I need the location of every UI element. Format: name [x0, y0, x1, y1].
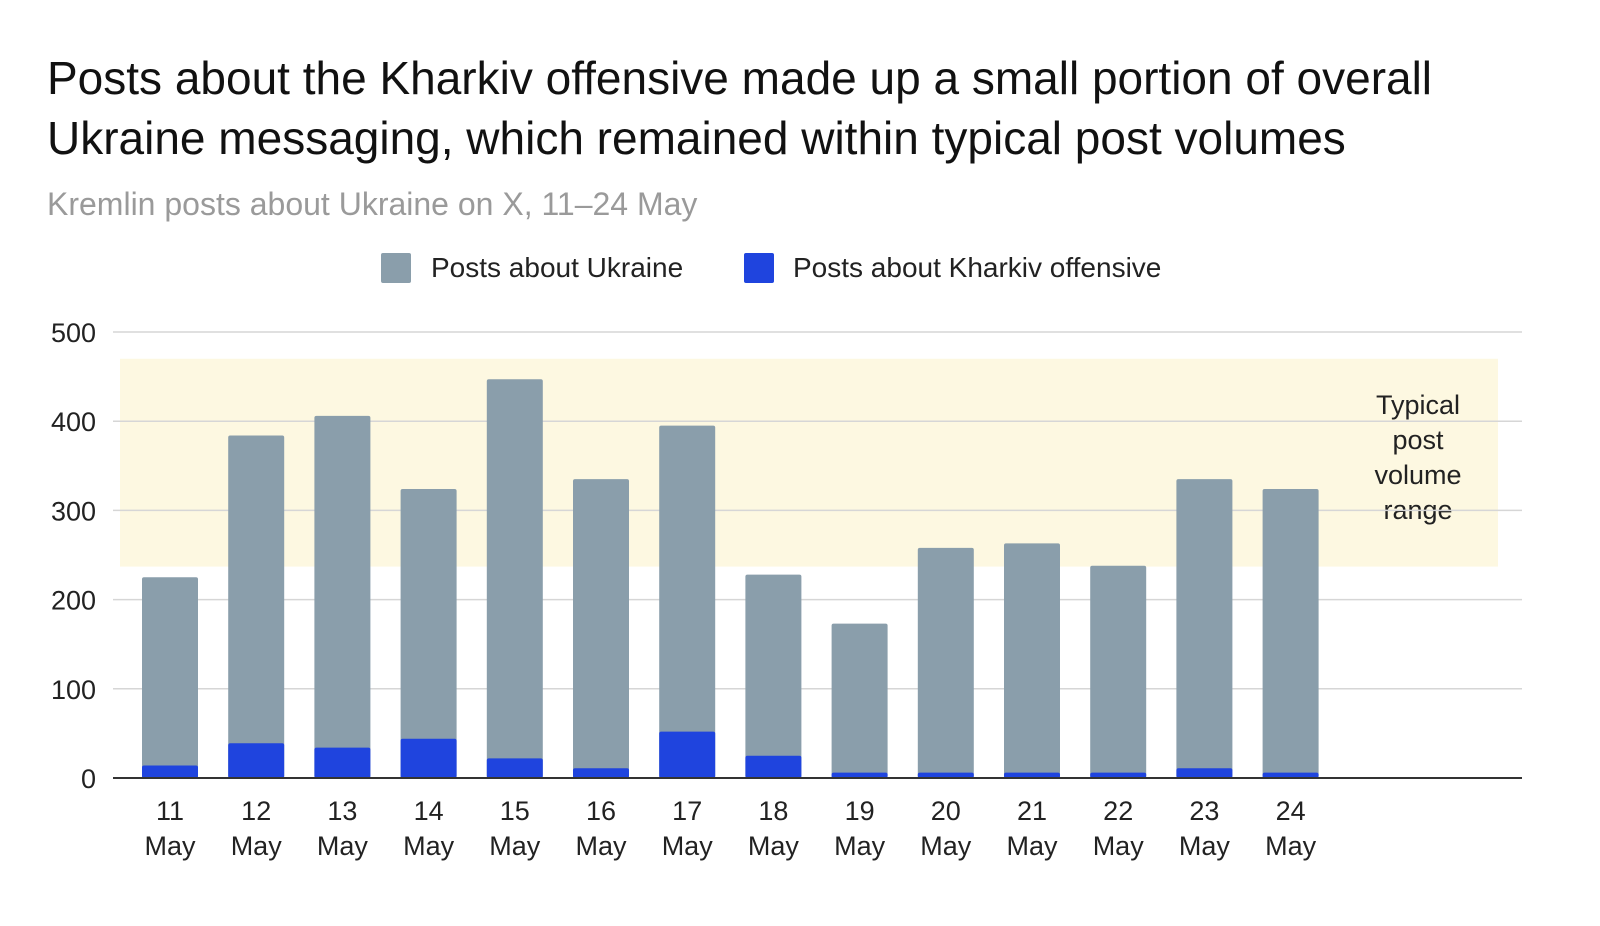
bar-ukraine	[1004, 543, 1060, 778]
x-tick-label: 19 May	[834, 796, 886, 861]
bar-kharkiv	[745, 755, 802, 778]
bar-kharkiv	[1090, 772, 1147, 778]
x-tick-label: 18 May	[748, 796, 800, 861]
bar-kharkiv	[917, 772, 974, 778]
x-tick-label: 15 May	[489, 796, 541, 861]
bar-kharkiv	[142, 765, 198, 778]
legend-swatch	[381, 253, 411, 283]
legend: Posts about Ukraine Posts about Kharkiv o…	[381, 252, 1161, 283]
x-tick-label: 14 May	[403, 796, 455, 861]
x-tick-label: 13 May	[317, 796, 369, 861]
bar-ukraine	[142, 577, 198, 778]
x-tick-label: 12 May	[231, 796, 283, 861]
bar-ukraine	[1176, 479, 1233, 778]
bar-ukraine	[573, 479, 629, 778]
x-tick-label: 22 May	[1093, 796, 1145, 861]
bars	[142, 379, 1319, 778]
axes: 0 100 200 300 400 500 11 May 12 May 13 May 14 May 15 Ma…	[51, 318, 1522, 861]
y-tick-label: 0	[81, 764, 96, 794]
bar-kharkiv	[1262, 772, 1319, 778]
bar-ukraine	[1262, 488, 1319, 778]
bar-ukraine	[400, 488, 457, 778]
y-tick-label: 300	[51, 496, 96, 526]
bar-ukraine	[917, 547, 974, 778]
chart-subtitle: Kremlin posts about Ukraine on X, 11–24 …	[47, 186, 698, 222]
bar-kharkiv	[573, 768, 629, 778]
x-tick-label: 23 May	[1179, 796, 1231, 861]
y-tick-label: 100	[51, 675, 96, 705]
y-tick-label: 500	[51, 318, 96, 348]
x-tick-label: 11 May	[144, 796, 196, 861]
x-tick-label: 21 May	[1006, 796, 1058, 861]
bar-kharkiv	[486, 758, 543, 778]
bar-ukraine	[831, 623, 888, 778]
y-tick-label: 400	[51, 407, 96, 437]
x-tick-label: 16 May	[575, 796, 627, 861]
typical-range-label: Typical	[1376, 390, 1460, 420]
bar-kharkiv	[1004, 772, 1060, 778]
bar-kharkiv	[659, 731, 716, 778]
bar-ukraine	[1090, 565, 1147, 778]
bar-kharkiv	[314, 747, 371, 778]
y-tick-label: 200	[51, 586, 96, 616]
legend-swatch	[744, 253, 774, 283]
bar-ukraine	[228, 435, 285, 778]
bar-kharkiv	[400, 738, 457, 778]
typical-range-label: volume	[1374, 460, 1461, 490]
x-tick-label: 17 May	[662, 796, 714, 861]
bar-kharkiv	[831, 772, 888, 778]
bar-ukraine	[659, 425, 716, 778]
x-tick-label: 24 May	[1265, 796, 1317, 861]
chart-title: Posts about the Kharkiv offensive made u…	[47, 52, 1433, 164]
bar-kharkiv	[228, 743, 285, 778]
bar-ukraine	[745, 574, 802, 778]
legend-label: Posts about Ukraine	[431, 252, 683, 283]
bar-kharkiv	[1176, 768, 1233, 778]
legend-label: Posts about Kharkiv offensive	[793, 252, 1161, 283]
typical-range-label: post	[1392, 425, 1444, 455]
bar-ukraine	[314, 415, 371, 778]
bar-ukraine	[486, 379, 543, 778]
x-tick-label: 20 May	[920, 796, 972, 861]
